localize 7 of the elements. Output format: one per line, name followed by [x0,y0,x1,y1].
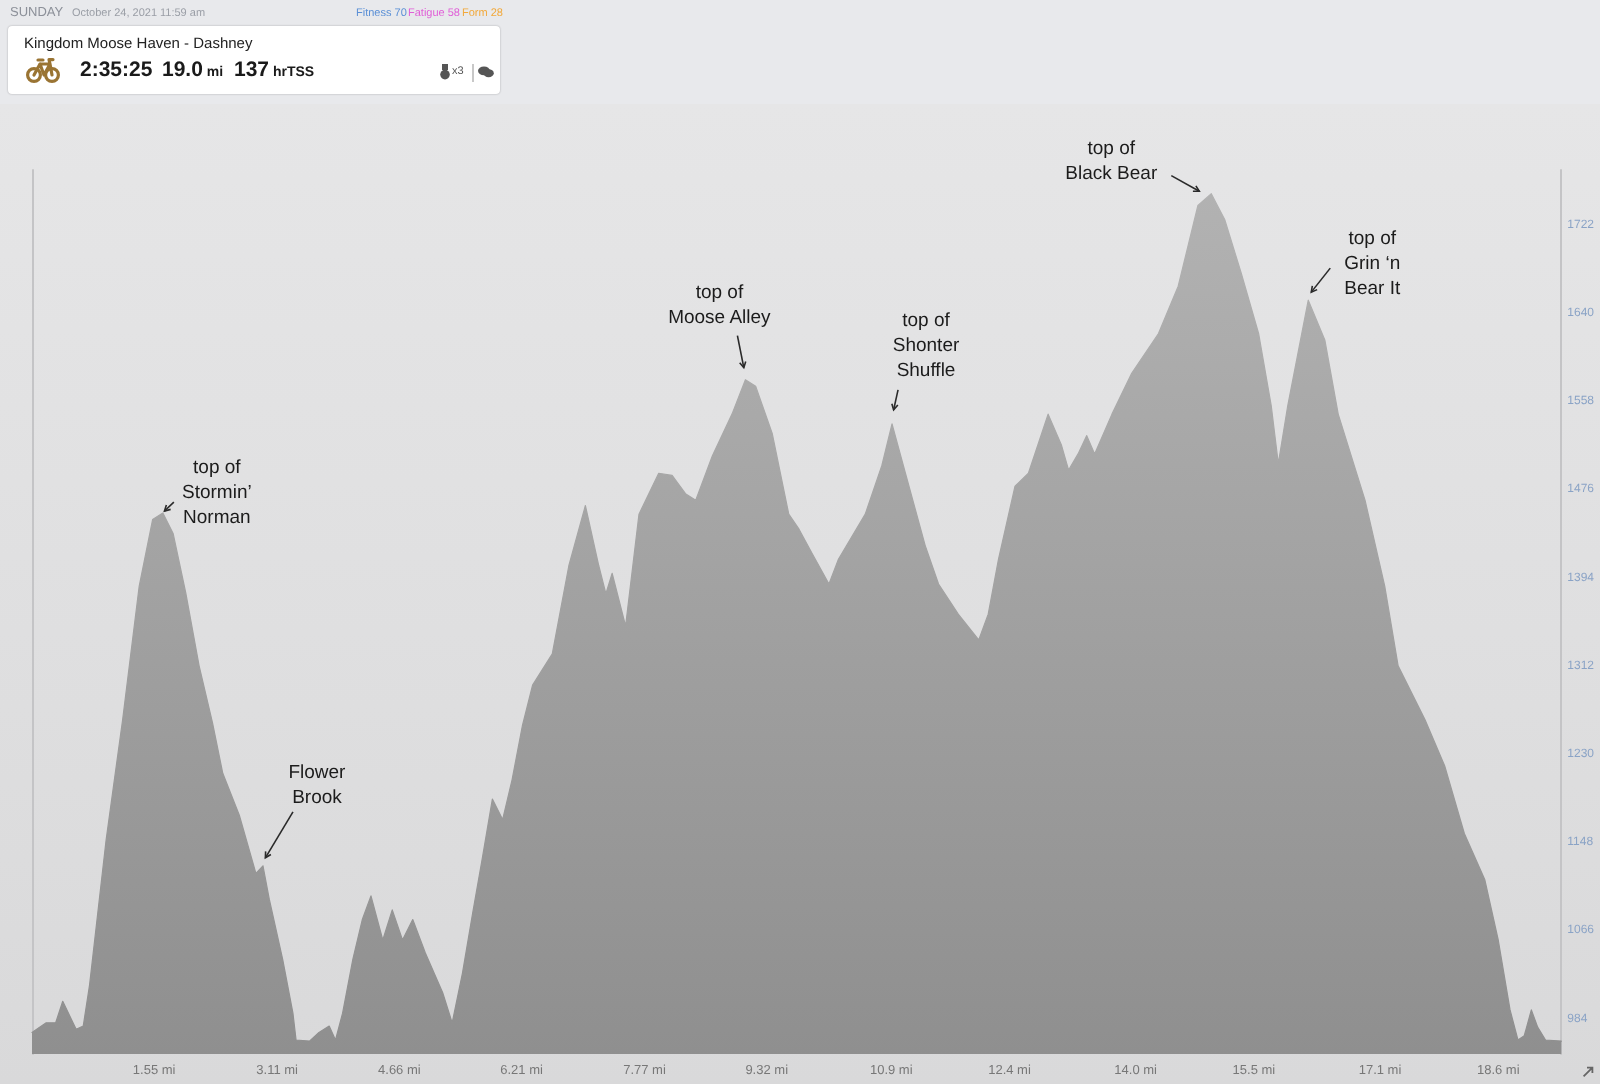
annotation: Flower Brook [288,762,346,810]
text: 2:35:25 [80,58,153,82]
annotation: top of Black Bear [1065,138,1158,186]
annotation: top of Moose Alley [668,282,772,330]
annotation: top of Shonter Shuffle [892,310,960,382]
annotation: top of Stormin’ Norman [182,457,252,529]
annotation: top of Grin ‘n Bear It [1344,228,1401,300]
